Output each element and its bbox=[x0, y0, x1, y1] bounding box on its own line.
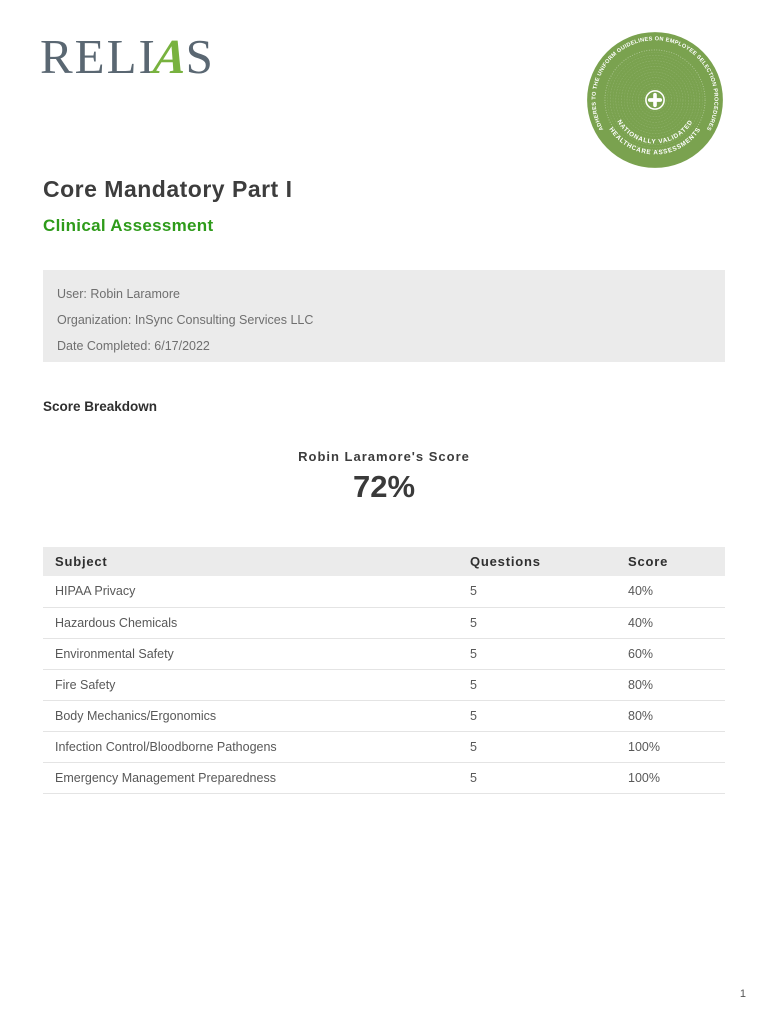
score-value: 72% bbox=[352, 469, 416, 504]
subject-cell: Body Mechanics/Ergonomics bbox=[43, 700, 470, 732]
guilloche-rings bbox=[607, 52, 703, 148]
page-number: 1 bbox=[739, 988, 746, 1000]
table-header-row: Subject Questions Score bbox=[43, 547, 725, 576]
page-subtitle: Clinical Assessment bbox=[43, 216, 214, 235]
user-line: User: Robin Laramore bbox=[57, 287, 180, 301]
table-row: Environmental Safety 5 60% bbox=[43, 638, 725, 670]
table-row: HIPAA Privacy 5 40% bbox=[43, 576, 725, 608]
logo-accent-letter: A bbox=[150, 29, 192, 84]
score-cell: 40% bbox=[628, 607, 725, 639]
score-cell: 100% bbox=[628, 762, 725, 794]
subject-cell: Infection Control/Bloodborne Pathogens bbox=[43, 731, 470, 763]
subject-column-header: Subject bbox=[43, 547, 470, 576]
score-table: Subject Questions Score HIPAA Privacy 5 … bbox=[43, 547, 725, 794]
seal-graphic: ADHERES TO THE UNIFORM GUIDELINES ON EMP… bbox=[587, 32, 723, 168]
subject-cell: HIPAA Privacy bbox=[43, 576, 470, 608]
page-title: Core Mandatory Part I bbox=[43, 176, 293, 202]
score-cell: 40% bbox=[628, 576, 725, 608]
table-row: Hazardous Chemicals 5 40% bbox=[43, 607, 725, 639]
questions-cell: 5 bbox=[470, 607, 628, 639]
score-cell: 60% bbox=[628, 638, 725, 670]
user-info-box: User: Robin Laramore Organization: InSyn… bbox=[43, 270, 725, 362]
date-completed-line: Date Completed: 6/17/2022 bbox=[57, 339, 210, 353]
table-row: Emergency Management Preparedness 5 100% bbox=[43, 762, 725, 794]
questions-cell: 5 bbox=[470, 576, 628, 608]
questions-cell: 5 bbox=[470, 669, 628, 701]
questions-column-header: Questions bbox=[470, 547, 628, 576]
score-cell: 80% bbox=[628, 669, 725, 701]
score-breakdown-heading: Score Breakdown bbox=[43, 399, 158, 414]
score-column-header: Score bbox=[628, 547, 725, 576]
table-row: Infection Control/Bloodborne Pathogens 5… bbox=[43, 731, 725, 763]
table-row: Fire Safety 5 80% bbox=[43, 669, 725, 701]
questions-cell: 5 bbox=[470, 700, 628, 732]
seal-center-ring bbox=[645, 90, 665, 110]
subject-cell: Fire Safety bbox=[43, 669, 470, 701]
questions-cell: 5 bbox=[470, 762, 628, 794]
subject-cell: Hazardous Chemicals bbox=[43, 607, 470, 639]
plus-cross-icon bbox=[647, 92, 663, 108]
score-cell: 100% bbox=[628, 731, 725, 763]
certification-seal: ADHERES TO THE UNIFORM GUIDELINES ON EMP… bbox=[585, 30, 725, 170]
score-cell: 80% bbox=[628, 700, 725, 732]
relias-logo: RELIAS bbox=[40, 29, 215, 84]
organization-line: Organization: InSync Consulting Services… bbox=[57, 313, 314, 327]
score-label: Robin Laramore's Score bbox=[298, 449, 470, 464]
subject-cell: Environmental Safety bbox=[43, 638, 470, 670]
logo-text-part1: RELI bbox=[40, 29, 157, 84]
table-row: Body Mechanics/Ergonomics 5 80% bbox=[43, 700, 725, 732]
questions-cell: 5 bbox=[470, 638, 628, 670]
subject-cell: Emergency Management Preparedness bbox=[43, 762, 470, 794]
logo-text-part2: S bbox=[185, 29, 215, 84]
questions-cell: 5 bbox=[470, 731, 628, 763]
